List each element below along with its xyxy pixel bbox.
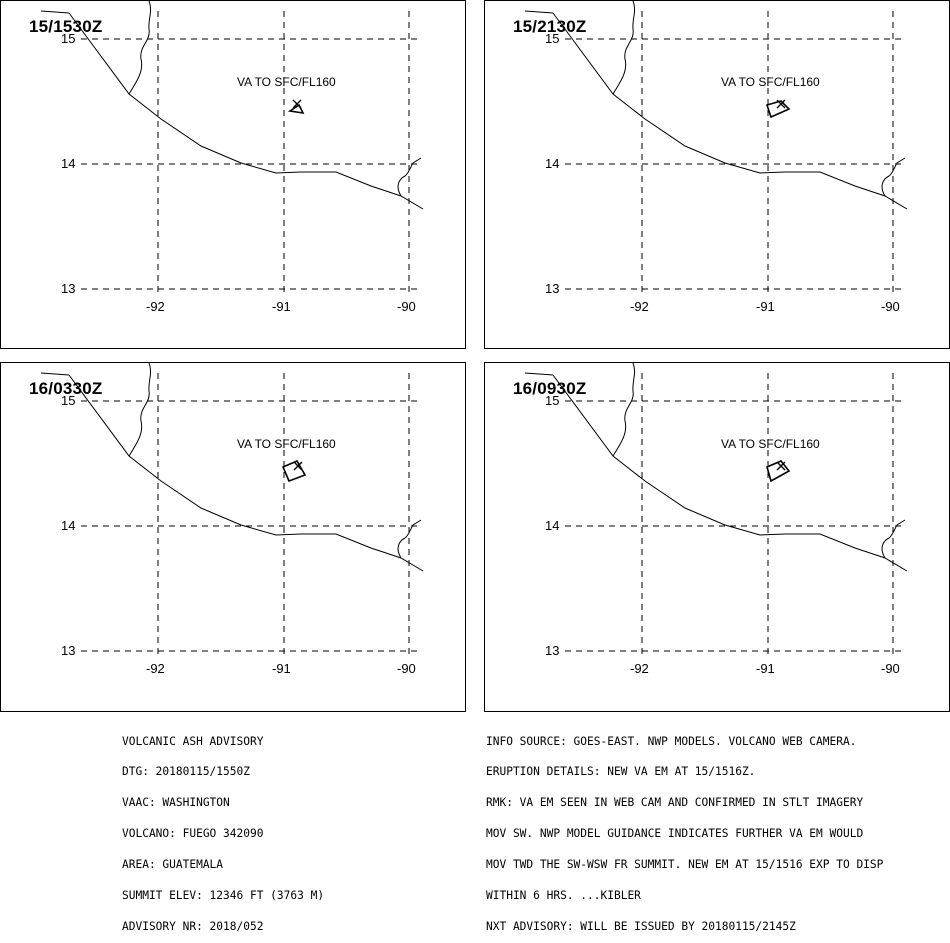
valid-time-label: 16/0330Z [29,379,103,398]
longitude-label: -91 [272,299,291,314]
map-panel-3: 15 14 13 -92 -91 -90 VA TO SFC/FL160 16/0330Z [0,362,466,712]
ash-cloud-polygon [766,460,791,483]
ash-cloud-polygon [287,103,305,115]
latitude-label: 15 [545,31,559,46]
map-canvas: 15 14 13 -92 -91 -90 VA TO SFC/FL160 [524,363,908,676]
latitude-label: 15 [545,393,559,408]
volcano-icon [292,99,302,109]
advisory-remarks-block: INFO SOURCE: GOES-EAST. NWP MODELS. VOLC… [486,716,883,943]
longitude-label: -92 [146,299,165,314]
latitude-label: 14 [545,518,559,533]
map-canvas: 15 14 13 -92 -91 -90 VA TO SFC/FL160 [40,1,424,314]
advisory-line: NXT ADVISORY: WILL BE ISSUED BY 20180115… [486,919,796,933]
latitude-label: 14 [61,518,75,533]
longitude-label: -91 [756,661,775,676]
longitude-label: -92 [146,661,165,676]
map-panel-4: 15 14 13 -92 -91 -90 VA TO SFC/FL160 16/0930Z [484,362,950,712]
volcano-icon [293,461,303,471]
advisory-line: INFO SOURCE: GOES-EAST. NWP MODELS. VOLC… [486,734,857,748]
country-border [128,363,152,457]
country-border [881,157,906,197]
country-border [397,519,422,559]
advisory-line: DTG: 20180115/1550Z [122,765,250,779]
ash-cloud-label: VA TO SFC/FL160 [721,75,820,89]
longitude-label: -91 [756,299,775,314]
advisory-line: SUMMIT ELEV: 12346 FT (3763 M) [122,889,325,903]
latitude-label: 13 [545,643,559,658]
latitude-label: 15 [61,31,75,46]
country-border [397,157,422,197]
advisory-line: ADVISORY NR: 2018/052 [122,919,264,933]
latitude-label: 14 [61,156,75,171]
advisory-line: RMK: VA EM SEEN IN WEB CAM AND CONFIRMED… [486,796,864,810]
ash-cloud-label: VA TO SFC/FL160 [237,75,336,89]
country-border [881,519,906,559]
coastline [524,372,554,376]
ash-cloud-label: VA TO SFC/FL160 [721,437,820,451]
map-panel-2: 15 14 13 -92 -91 -90 VA TO SFC/FL160 15/2130Z [484,0,950,349]
coastline [40,372,70,376]
latitude-label: 13 [61,643,75,658]
advisory-line: VAAC: WASHINGTON [122,796,230,810]
advisory-line: MOV TWD THE SW-WSW FR SUMMIT. NEW EM AT … [486,858,884,872]
advisory-line: MOV SW. NWP MODEL GUIDANCE INDICATES FUR… [486,827,864,841]
coastline [68,374,424,572]
longitude-label: -90 [881,299,900,314]
advisory-header-block: VOLCANIC ASH ADVISORY DTG: 20180115/1550… [122,716,324,943]
longitude-label: -92 [630,299,649,314]
advisory-line: ERUPTION DETAILS: NEW VA EM AT 15/1516Z. [486,765,756,779]
longitude-label: -90 [397,661,416,676]
valid-time-label: 15/1530Z [29,17,103,36]
map-panel-1: 15 14 13 -92 -91 -90 VA TO SFC/FL160 15/1530Z [0,0,466,349]
country-border [612,363,636,457]
longitude-label: -91 [272,661,291,676]
coastline [524,10,554,14]
longitude-label: -92 [630,661,649,676]
country-border [612,1,636,95]
latitude-label: 13 [545,281,559,296]
valid-time-label: 16/0930Z [513,379,587,398]
coastline [40,10,70,14]
volcano-icon [776,461,786,471]
map-canvas: 15 14 13 -92 -91 -90 VA TO SFC/FL160 [524,1,908,314]
coastline [552,12,908,210]
longitude-label: -90 [881,661,900,676]
coastline [68,12,424,210]
map-canvas: 15 14 13 -92 -91 -90 VA TO SFC/FL160 [40,363,424,676]
advisory-line: AREA: GUATEMALA [122,858,224,872]
advisory-line: VOLCANO: FUEGO 342090 [122,827,264,841]
latitude-label: 15 [61,393,75,408]
ash-cloud-label: VA TO SFC/FL160 [237,437,336,451]
advisory-line: VOLCANIC ASH ADVISORY [122,734,264,748]
longitude-label: -90 [397,299,416,314]
latitude-label: 14 [545,156,559,171]
volcano-icon [776,99,786,109]
coastline [552,374,908,572]
latitude-label: 13 [61,281,75,296]
ash-cloud-polygon [281,459,307,483]
valid-time-label: 15/2130Z [513,17,587,36]
country-border [128,1,152,95]
advisory-line: WITHIN 6 HRS. ...KIBLER [486,889,641,903]
ash-cloud-polygon [765,100,791,119]
